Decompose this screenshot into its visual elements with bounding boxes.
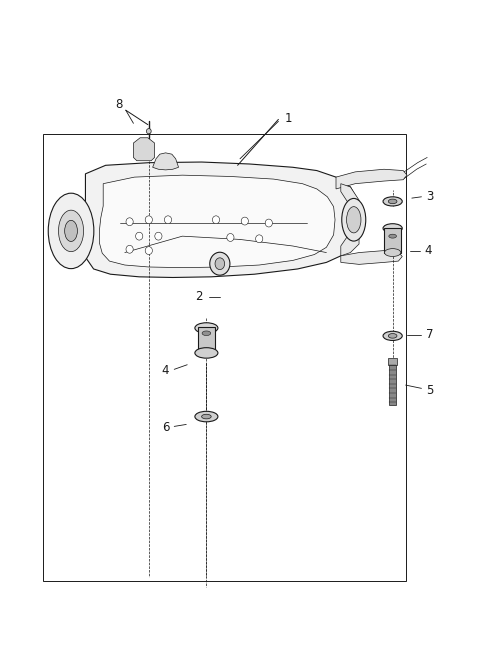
Text: 2: 2 [195,290,203,303]
Polygon shape [153,153,179,170]
Ellipse shape [164,216,172,224]
Ellipse shape [59,210,84,252]
Polygon shape [83,162,359,277]
Ellipse shape [145,216,153,224]
Ellipse shape [126,218,133,226]
Ellipse shape [145,247,153,255]
Ellipse shape [227,234,234,241]
Ellipse shape [241,217,249,225]
Polygon shape [336,169,407,189]
Text: 8: 8 [115,98,123,112]
Text: 1: 1 [284,112,292,125]
Ellipse shape [202,415,211,419]
Ellipse shape [65,220,77,241]
Ellipse shape [347,207,361,233]
Ellipse shape [126,245,133,253]
Ellipse shape [265,219,273,227]
Ellipse shape [215,258,225,270]
Ellipse shape [155,232,162,240]
Text: 7: 7 [426,328,433,341]
Ellipse shape [388,199,397,204]
Ellipse shape [383,197,402,206]
Ellipse shape [48,193,94,269]
Ellipse shape [146,129,151,134]
Ellipse shape [135,232,143,240]
Polygon shape [341,184,359,256]
Bar [198,327,215,353]
Polygon shape [99,175,335,268]
Ellipse shape [383,224,402,233]
Ellipse shape [195,411,218,422]
Text: 5: 5 [426,384,433,397]
Ellipse shape [212,216,220,224]
Bar [389,364,396,405]
Bar [43,134,406,581]
Bar [388,358,397,365]
Polygon shape [133,138,155,161]
Text: 4: 4 [162,364,169,377]
Ellipse shape [256,235,263,243]
Ellipse shape [389,234,396,238]
Text: 3: 3 [426,190,433,203]
Bar [384,228,401,253]
Ellipse shape [388,333,397,338]
Ellipse shape [383,331,402,340]
Polygon shape [341,251,402,264]
Ellipse shape [202,331,211,335]
Ellipse shape [342,198,366,241]
Text: 4: 4 [424,244,432,257]
Ellipse shape [195,323,218,333]
Ellipse shape [195,348,218,358]
Text: 6: 6 [162,421,169,434]
Ellipse shape [210,252,230,276]
Ellipse shape [384,249,401,256]
